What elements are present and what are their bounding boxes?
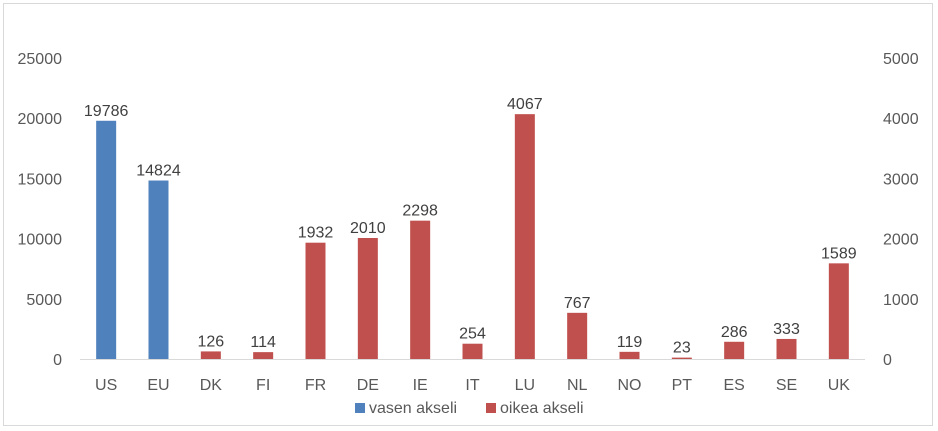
data-label-se: 333 [773, 321, 800, 338]
right-axis-tick: 1000 [883, 292, 919, 309]
bar-eu [148, 180, 169, 359]
x-tick-ie: IE [413, 377, 428, 394]
left-axis: 0 5000 10000 15000 20000 25000 [18, 51, 63, 369]
bar-fr [305, 242, 326, 359]
left-axis-tick: 10000 [18, 232, 63, 249]
right-axis: 0 1000 2000 3000 4000 5000 [883, 51, 919, 369]
legend: vasen akseli oikea akseli [355, 400, 584, 417]
bar-nl [567, 312, 588, 359]
data-label-fr: 1932 [298, 225, 334, 242]
right-axis-tick: 2000 [883, 232, 919, 249]
bar-dk [200, 351, 221, 359]
x-tick-de: DE [357, 377, 379, 394]
bar-uk [828, 263, 849, 359]
data-label-fi: 114 [250, 334, 276, 351]
legend-swatch-right [486, 403, 496, 413]
legend-label-right: oikea akseli [500, 400, 584, 417]
legend-label-left: vasen akseli [369, 400, 457, 417]
left-axis-tick: 20000 [18, 111, 63, 128]
bar-us [96, 120, 117, 360]
data-label-es: 286 [721, 324, 748, 341]
data-label-lu: 4067 [507, 96, 543, 113]
data-labels: 19786 14824 126 114 1932 2010 2298 254 4067 767 11… [84, 96, 857, 356]
data-label-de: 2010 [350, 220, 386, 237]
x-tick-it: IT [465, 377, 479, 394]
data-label-uk: 1589 [821, 245, 857, 262]
x-axis-ticks: US EU DK FI FR DE IE IT LU NL NO PT ES SE UK [95, 377, 850, 394]
x-tick-us: US [95, 377, 117, 394]
left-axis-tick: 25000 [18, 51, 63, 68]
bar-no [619, 351, 640, 359]
legend-swatch-left [355, 403, 365, 413]
left-axis-tick: 5000 [26, 292, 62, 309]
x-tick-nl: NL [567, 377, 588, 394]
bar-it [462, 343, 483, 359]
data-label-it: 254 [459, 326, 486, 343]
right-axis-tick: 3000 [883, 171, 919, 188]
x-tick-pt: PT [672, 377, 693, 394]
right-axis-tick: 5000 [883, 51, 919, 68]
right-axis-tick: 0 [883, 352, 892, 369]
bar-pt [671, 357, 692, 359]
bar-ie [410, 220, 431, 359]
data-label-pt: 23 [673, 340, 691, 357]
data-label-dk: 126 [197, 333, 224, 350]
x-tick-lu: LU [515, 377, 535, 394]
x-tick-se: SE [776, 377, 797, 394]
data-label-no: 119 [617, 334, 643, 351]
x-tick-dk: DK [200, 377, 223, 394]
bars [96, 114, 849, 360]
bar-fi [253, 352, 274, 359]
x-tick-es: ES [723, 377, 744, 394]
left-axis-tick: 15000 [18, 171, 63, 188]
bar-es [724, 341, 745, 359]
data-label-ie: 2298 [402, 203, 438, 220]
bar-lu [514, 114, 535, 360]
x-tick-no: NO [618, 377, 642, 394]
data-label-nl: 767 [564, 295, 591, 312]
right-axis-tick: 4000 [883, 111, 919, 128]
x-tick-uk: UK [828, 377, 851, 394]
bar-de [357, 237, 378, 359]
data-label-eu: 14824 [136, 163, 181, 180]
bar-se [776, 338, 797, 359]
left-axis-tick: 0 [53, 352, 62, 369]
x-tick-fi: FI [256, 377, 270, 394]
x-tick-eu: EU [147, 377, 169, 394]
x-tick-fr: FR [305, 377, 326, 394]
data-label-us: 19786 [84, 103, 129, 120]
